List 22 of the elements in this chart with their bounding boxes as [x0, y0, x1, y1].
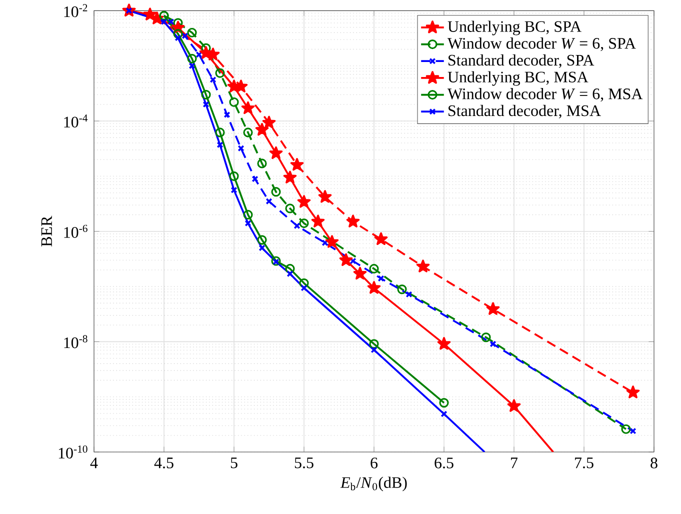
legend-label: Window decoder W = 6, MSA	[447, 88, 643, 102]
x-tick-label: 7.5	[575, 458, 594, 468]
y-tick-label: 10$^{-2}$	[64, 4, 88, 18]
legend-label: Underlying BC, SPA	[448, 20, 582, 36]
y-tick-label: 10$^{-8}$	[64, 335, 88, 348]
x-tick-label: 6	[370, 458, 378, 468]
legend-label: Underlying BC, MSA	[448, 71, 588, 86]
x-tick-label: 5	[230, 458, 238, 468]
x-axis-title: E$_{b}$/N$_{0}$(dB)	[340, 476, 407, 492]
y-axis-title: BER	[41, 216, 52, 246]
y-tick-label: 10$^{-4}$	[64, 114, 88, 128]
x-tick-label: 5.5	[294, 458, 314, 468]
legend-label: Window decoder W = 6, SPA	[447, 38, 636, 52]
legend-label: Standard decoder, SPA	[448, 54, 594, 68]
x-tick-label: 7	[511, 458, 518, 468]
x-tick-label: 4.5	[154, 458, 174, 468]
y-tick-label: 10$^{-10}$	[58, 445, 88, 459]
x-tick-label: 8	[650, 458, 658, 468]
x-tick-label: 4	[90, 458, 98, 468]
y-tick-label: 10$^{-6}$	[64, 224, 88, 238]
x-tick-label: 6.5	[434, 458, 454, 468]
legend-label: Standard decoder, MSA	[448, 104, 601, 118]
